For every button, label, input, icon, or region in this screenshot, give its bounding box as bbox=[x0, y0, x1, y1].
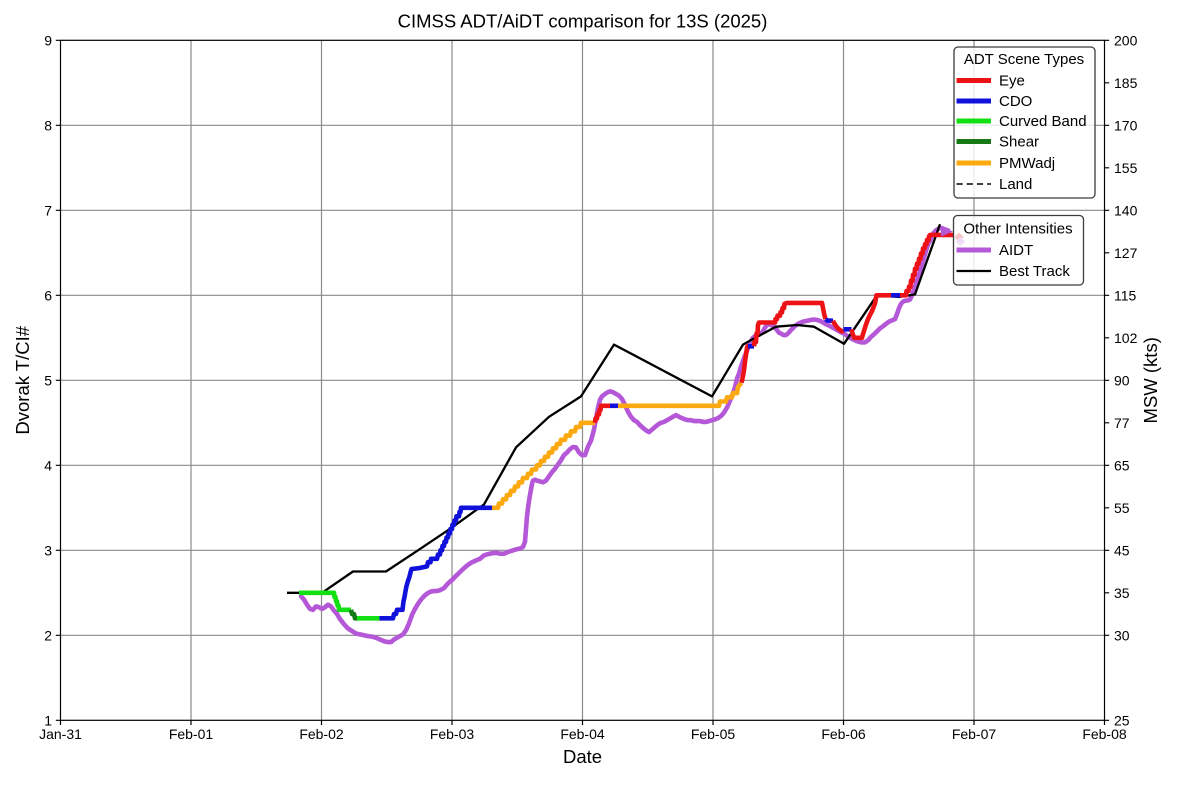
svg-text:Feb-08: Feb-08 bbox=[1082, 726, 1127, 742]
svg-text:9: 9 bbox=[44, 33, 52, 49]
svg-text:2: 2 bbox=[44, 628, 52, 644]
svg-text:CDO: CDO bbox=[999, 93, 1032, 110]
svg-text:Feb-03: Feb-03 bbox=[430, 726, 475, 742]
svg-text:25: 25 bbox=[1114, 713, 1130, 729]
svg-text:Feb-01: Feb-01 bbox=[169, 726, 214, 742]
svg-text:185: 185 bbox=[1114, 75, 1138, 91]
svg-text:35: 35 bbox=[1114, 585, 1130, 601]
svg-text:6: 6 bbox=[44, 288, 52, 304]
svg-text:CIMSS ADT/AiDT comparison for: CIMSS ADT/AiDT comparison for 13S (2025) bbox=[398, 11, 768, 32]
svg-text:155: 155 bbox=[1114, 160, 1138, 176]
svg-text:115: 115 bbox=[1114, 288, 1137, 304]
svg-text:Jan-31: Jan-31 bbox=[39, 726, 82, 742]
svg-text:AIDT: AIDT bbox=[999, 242, 1033, 259]
svg-text:4: 4 bbox=[44, 458, 52, 474]
svg-text:Feb-07: Feb-07 bbox=[952, 726, 997, 742]
svg-text:Feb-05: Feb-05 bbox=[691, 726, 736, 742]
svg-text:Dvorak T/CI#: Dvorak T/CI# bbox=[12, 325, 33, 434]
svg-text:30: 30 bbox=[1114, 628, 1130, 644]
svg-text:55: 55 bbox=[1114, 500, 1130, 516]
svg-text:Shear: Shear bbox=[999, 134, 1039, 151]
svg-text:45: 45 bbox=[1114, 543, 1130, 559]
svg-text:Land: Land bbox=[999, 176, 1032, 193]
svg-text:PMWadj: PMWadj bbox=[999, 155, 1055, 172]
svg-text:Curved Band: Curved Band bbox=[999, 113, 1087, 130]
svg-text:Feb-02: Feb-02 bbox=[299, 726, 344, 742]
svg-text:Other Intensities: Other Intensities bbox=[963, 221, 1072, 238]
svg-text:Eye: Eye bbox=[999, 73, 1025, 90]
svg-text:90: 90 bbox=[1114, 373, 1130, 389]
svg-text:65: 65 bbox=[1114, 458, 1130, 474]
svg-text:5: 5 bbox=[44, 373, 52, 389]
svg-text:1: 1 bbox=[44, 713, 52, 729]
svg-text:170: 170 bbox=[1114, 118, 1138, 134]
svg-text:Feb-06: Feb-06 bbox=[821, 726, 866, 742]
svg-text:ADT Scene Types: ADT Scene Types bbox=[964, 51, 1084, 68]
svg-text:77: 77 bbox=[1114, 415, 1130, 431]
svg-text:Best Track: Best Track bbox=[999, 263, 1070, 280]
svg-text:Date: Date bbox=[563, 746, 602, 767]
svg-text:8: 8 bbox=[44, 118, 52, 134]
svg-text:140: 140 bbox=[1114, 203, 1138, 219]
svg-text:127: 127 bbox=[1114, 245, 1138, 261]
svg-text:Feb-04: Feb-04 bbox=[560, 726, 605, 742]
svg-text:7: 7 bbox=[44, 203, 52, 219]
svg-text:MSW (kts): MSW (kts) bbox=[1140, 337, 1161, 423]
svg-text:200: 200 bbox=[1114, 33, 1138, 49]
svg-text:3: 3 bbox=[44, 543, 52, 559]
svg-text:102: 102 bbox=[1114, 330, 1138, 346]
